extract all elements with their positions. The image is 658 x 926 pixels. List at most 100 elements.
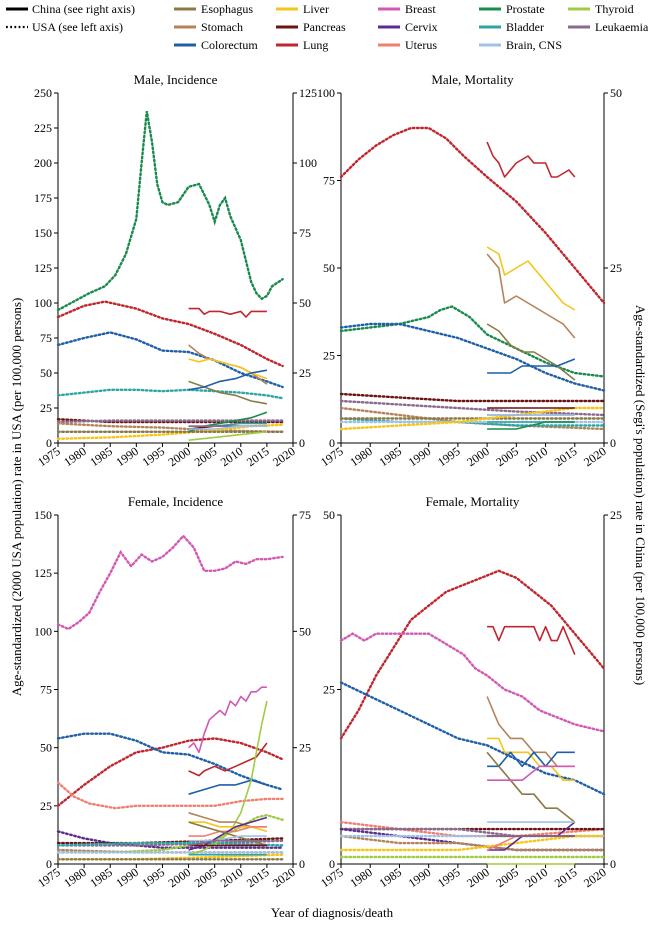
usa-series-uterus <box>56 781 284 810</box>
legend-label-breast: Breast <box>405 2 436 16</box>
x-tick-label: 2020 <box>581 444 609 469</box>
y-tick-label-left: 150 <box>34 226 52 240</box>
x-tick-label: 1995 <box>139 444 167 469</box>
y-tick-label-left: 225 <box>34 121 52 135</box>
x-tick-label: 1980 <box>61 444 89 469</box>
china-series-liver <box>486 246 576 311</box>
x-tick-label: 2020 <box>581 865 609 890</box>
china-series-lung <box>188 742 268 777</box>
x-tick-label: 2015 <box>552 865 580 890</box>
x-tick-label: 1985 <box>376 865 404 890</box>
x-tick-label: 1995 <box>139 865 167 890</box>
usa-series-stomach <box>339 834 606 852</box>
china-series-stomach <box>188 812 267 828</box>
china-series-breast <box>188 686 267 754</box>
y-tick-label-left: 125 <box>34 566 52 580</box>
x-tick-label: 1980 <box>61 865 89 890</box>
panel-female-incidence: Female, Incidence 0 25 50 75 100 125 150 0 25 50 75… <box>34 494 311 890</box>
y-tick-label-left: 200 <box>34 156 52 170</box>
y-tick-label-left: 100 <box>34 624 52 638</box>
x-tick-label: 1995 <box>435 865 463 890</box>
y-tick-label-left: 0 <box>329 857 335 871</box>
usa-series-leukaemia <box>56 419 284 424</box>
y-tick-label-right: 0 <box>610 436 616 450</box>
china-series-prostate <box>487 421 575 430</box>
x-tick-label: 1985 <box>376 444 404 469</box>
y-tick-label-right: 75 <box>299 226 311 240</box>
x-tick-label: 2005 <box>192 865 220 890</box>
panel-title: Male, Incidence <box>134 72 218 87</box>
legend-label-colorectum: Colorectum <box>201 38 258 52</box>
china-series-thyroid <box>188 700 268 856</box>
china-series-breast <box>487 765 575 782</box>
usa-series-stomach <box>56 422 284 433</box>
usa-series-colorectum <box>339 322 606 392</box>
x-tick-label: 2010 <box>523 444 551 469</box>
y-tick-label-right: 50 <box>610 86 622 100</box>
y-tick-label-left: 50 <box>323 508 335 522</box>
china-series-lung <box>487 625 576 655</box>
x-tick-label: 1990 <box>406 444 434 469</box>
y-tick-label-left: 25 <box>40 799 52 813</box>
y-tick-label-left: 125 <box>34 261 52 275</box>
y-tick-label-right: 50 <box>299 624 311 638</box>
y-tick-label-left: 50 <box>40 366 52 380</box>
china-series-leukaemia <box>188 839 267 847</box>
x-tick-label: 1975 <box>318 865 346 890</box>
y-axis-label-right: Age-standardized (Segi's population) rat… <box>633 305 648 685</box>
x-tick-label: 1975 <box>35 865 63 890</box>
panels: Male, Incidence 0 25 50 75 100 125 150 175 200 225… <box>34 72 622 890</box>
x-tick-label: 1990 <box>113 865 141 890</box>
y-tick-label-left: 50 <box>40 741 52 755</box>
x-tick-label: 1985 <box>87 444 115 469</box>
x-tick-label: 2000 <box>464 444 492 469</box>
y-tick-label-left: 50 <box>323 261 335 275</box>
y-tick-label-right: 100 <box>299 156 317 170</box>
y-tick-label-left: 175 <box>34 191 52 205</box>
x-tick-label: 2010 <box>523 865 551 890</box>
x-tick-label: 2020 <box>270 444 298 469</box>
legend-label-brain-cns: Brain, CNS <box>506 38 562 52</box>
y-tick-label-left: 0 <box>329 436 335 450</box>
china-series-stomach <box>486 253 576 339</box>
x-tick-label: 2020 <box>270 865 298 890</box>
legend-label-lung: Lung <box>303 38 328 52</box>
legend-label-liver: Liver <box>303 2 329 16</box>
usa-series-colorectum <box>339 681 606 796</box>
y-tick-label-right: 25 <box>299 366 311 380</box>
y-tick-label-right: 25 <box>299 741 311 755</box>
legend: China (see right axis) USA (see left axis… <box>6 2 649 52</box>
china-series-lung <box>188 307 267 318</box>
usa-series-leukaemia <box>339 399 606 417</box>
y-tick-label-left: 100 <box>34 296 52 310</box>
legend-label-esophagus: Esophagus <box>201 2 253 16</box>
x-tick-label: 2015 <box>244 444 272 469</box>
china-series-brain-cns <box>188 425 267 430</box>
panel-title: Male, Mortality <box>431 72 514 87</box>
usa-series-liver <box>339 406 606 431</box>
y-tick-label-right: 75 <box>299 508 311 522</box>
china-series-liver <box>188 358 268 380</box>
usa-series-liver <box>339 834 606 852</box>
y-tick-label-left: 75 <box>323 174 335 188</box>
y-tick-label-right: 0 <box>299 436 305 450</box>
x-tick-label: 1990 <box>113 444 141 469</box>
y-tick-label-right: 25 <box>610 261 622 275</box>
y-tick-label-left: 25 <box>323 349 335 363</box>
usa-series-breast <box>56 534 284 631</box>
x-tick-label: 1990 <box>406 865 434 890</box>
y-tick-label-right: 0 <box>299 857 305 871</box>
x-tick-label: 2015 <box>552 444 580 469</box>
x-tick-label: 2005 <box>493 444 521 469</box>
legend-label-leukaemia: Leukaemia <box>595 20 649 34</box>
x-tick-label: 2000 <box>464 865 492 890</box>
usa-series-lung <box>56 737 284 807</box>
x-tick-label: 2010 <box>218 444 246 469</box>
legend-label-prostate: Prostate <box>506 2 545 16</box>
legend-label-dotted: USA (see left axis) <box>32 20 123 34</box>
x-tick-label: 1995 <box>435 444 463 469</box>
usa-series-lung <box>339 569 606 740</box>
y-tick-label-left: 0 <box>46 857 52 871</box>
